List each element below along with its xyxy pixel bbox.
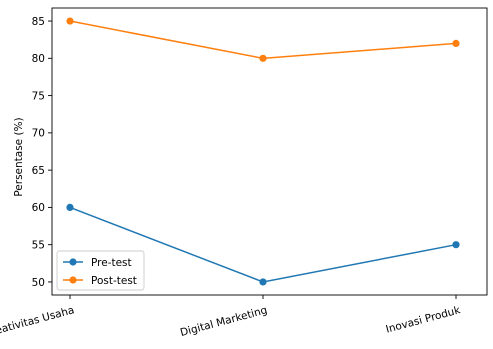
legend: Pre-test Post-test	[56, 250, 145, 291]
y-tick-label: 50	[32, 277, 45, 289]
data-point	[259, 278, 267, 286]
y-tick-label: 70	[32, 128, 45, 140]
data-point	[259, 54, 267, 62]
x-tick-label: Digital Marketing	[179, 304, 269, 339]
y-tick-label: 75	[32, 90, 45, 102]
x-tick-label: Inovasi Produk	[385, 304, 463, 336]
plot-frame	[51, 7, 488, 296]
y-tick-label: 80	[32, 53, 45, 65]
y-axis-label: Persentase (%)	[13, 117, 25, 196]
legend-swatch-marker	[69, 258, 77, 266]
data-point	[452, 39, 460, 48]
data-point	[66, 203, 74, 212]
y-tick-label: 65	[32, 165, 45, 177]
legend-label-post-test: Post-test	[91, 275, 137, 287]
y-tick-label: 85	[32, 16, 45, 28]
data-point	[66, 17, 74, 25]
series-line-post-test	[69, 20, 457, 60]
legend-swatch-marker	[69, 276, 77, 284]
y-tick-label: 60	[32, 202, 45, 214]
x-tick-label: Kreativitas Usaha	[0, 304, 76, 339]
legend-label-pre-test: Pre-test	[91, 257, 132, 269]
y-tick-label: 55	[32, 239, 45, 251]
data-point	[452, 241, 460, 249]
